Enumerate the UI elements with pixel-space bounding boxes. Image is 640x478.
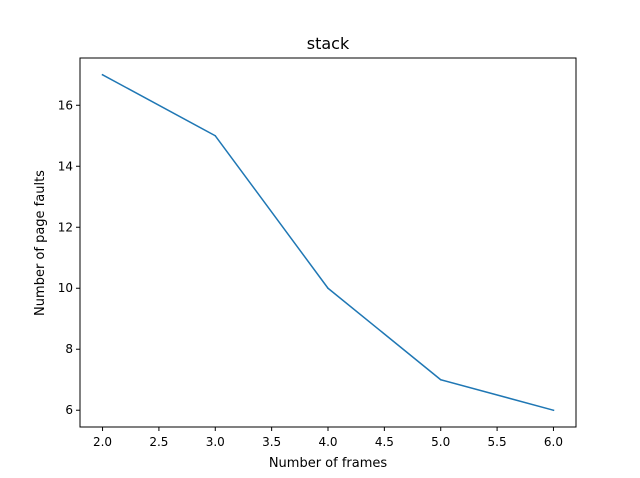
data-point xyxy=(327,287,329,289)
data-point xyxy=(439,378,442,381)
y-axis-label: Number of page faults xyxy=(33,170,48,316)
data-point xyxy=(552,409,555,411)
x-tick-label: 2.5 xyxy=(149,435,168,449)
plot-area: 2.0 2.5 3.0 3.5 4.0 4.5 5.0 5.5 6.0 6 8 10 12 14 16 xyxy=(58,57,577,449)
series-layer xyxy=(101,73,555,412)
y-tick-label: 6 xyxy=(65,403,73,417)
data-point xyxy=(214,135,217,137)
x-tick-label: 5.0 xyxy=(431,435,450,449)
y-axis: 6 8 10 12 14 16 xyxy=(58,98,80,417)
x-axis-label: Number of frames xyxy=(269,456,388,471)
y-tick-label: 16 xyxy=(58,98,73,112)
y-tick-label: 14 xyxy=(58,159,73,173)
x-tick-label: 3.0 xyxy=(206,435,225,449)
x-tick-label: 6.0 xyxy=(544,435,563,449)
y-tick-label: 12 xyxy=(58,220,73,234)
x-tick-label: 4.5 xyxy=(375,435,394,449)
x-axis: 2.0 2.5 3.0 3.5 4.0 4.5 5.0 5.5 6.0 xyxy=(93,427,563,449)
data-point xyxy=(101,74,104,76)
x-tick-label: 2.0 xyxy=(93,435,112,449)
y-tick-label: 8 xyxy=(65,342,73,356)
y-tick-label: 10 xyxy=(58,281,73,295)
chart-title: stack xyxy=(307,34,350,53)
x-tick-label: 4.0 xyxy=(318,435,337,449)
x-tick-label: 5.5 xyxy=(488,435,507,449)
x-tick-label: 3.5 xyxy=(262,435,281,449)
